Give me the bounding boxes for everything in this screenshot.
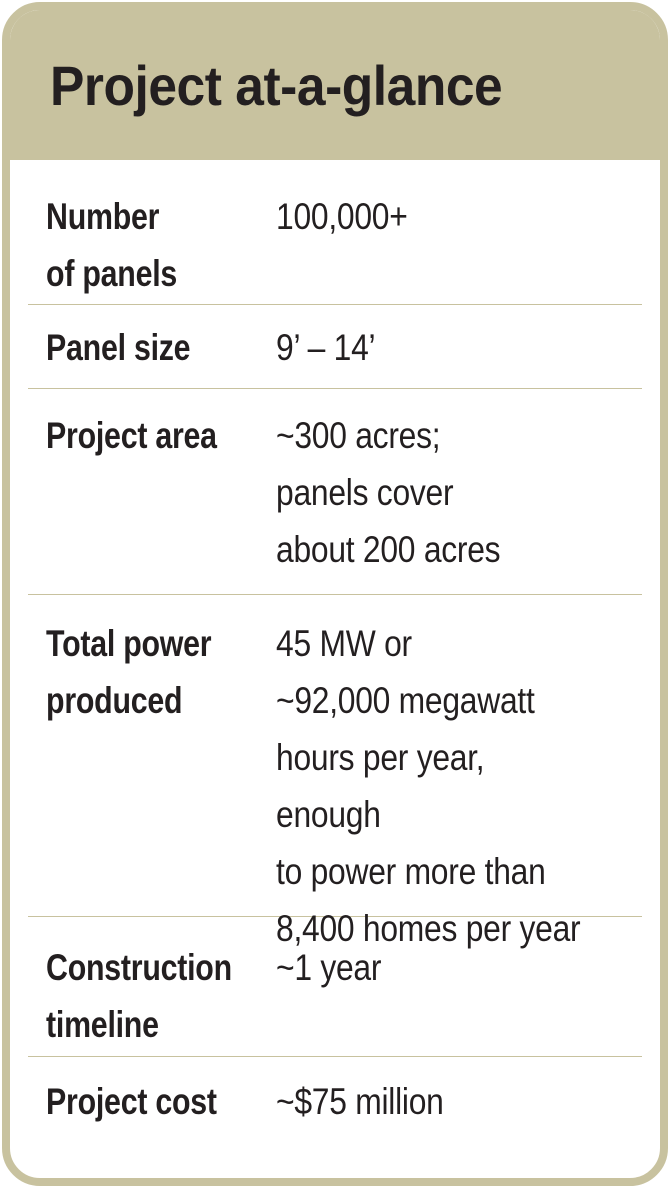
row-label-project-cost: Project cost xyxy=(46,1081,217,1122)
row-value-panel-size: 9’ – 14’ xyxy=(276,327,376,368)
row-value-project-area: ~300 acres; panels cover about 200 acres xyxy=(276,415,501,570)
table-row: Total power produced 45 MW or ~92,000 me… xyxy=(28,595,642,949)
card-title: Project at-a-glance xyxy=(50,53,503,117)
row-label-project-area: Project area xyxy=(46,415,217,456)
row-label-total-power: Total power produced xyxy=(46,623,212,721)
row-value-total-power: 45 MW or ~92,000 megawatt hours per year… xyxy=(276,623,581,949)
table-row: Panel size 9’ – 14’ xyxy=(28,305,642,389)
card-header: Project at-a-glance xyxy=(10,10,660,160)
table-row: Number of panels 100,000+ xyxy=(28,160,642,305)
row-value-number-of-panels: 100,000+ xyxy=(276,196,408,237)
table-row: Project area ~300 acres; panels cover ab… xyxy=(28,389,642,595)
table-row: Construction timeline ~1 year xyxy=(28,917,642,1057)
row-value-project-cost: ~$75 million xyxy=(276,1081,444,1122)
row-label-construction-timeline: Construction timeline xyxy=(46,947,232,1045)
facts-table: Number of panels 100,000+ Panel size 9’ … xyxy=(10,160,660,1162)
row-label-panel-size: Panel size xyxy=(46,327,191,368)
table-row: Project cost ~$75 million xyxy=(28,1057,642,1162)
row-label-number-of-panels: Number of panels xyxy=(46,196,178,294)
row-value-construction-timeline: ~1 year xyxy=(276,947,382,988)
